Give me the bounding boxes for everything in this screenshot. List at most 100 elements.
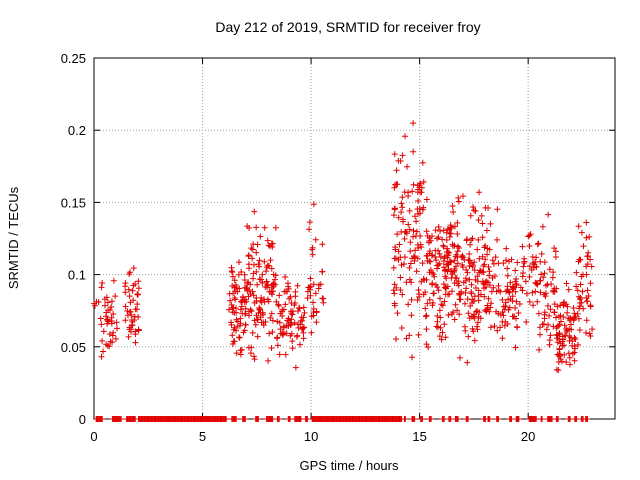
data-point xyxy=(232,296,239,303)
data-point xyxy=(419,206,426,213)
data-point xyxy=(428,252,435,259)
data-point xyxy=(446,291,453,298)
data-point xyxy=(315,285,322,292)
data-point xyxy=(494,206,501,213)
data-point xyxy=(274,318,281,325)
data-point xyxy=(464,359,471,366)
data-point xyxy=(539,223,546,230)
data-point xyxy=(476,189,483,196)
data-point xyxy=(571,343,578,350)
data-point xyxy=(257,276,264,283)
data-point xyxy=(417,241,424,248)
data-point xyxy=(401,133,408,140)
data-point xyxy=(529,253,536,260)
data-point xyxy=(432,227,439,234)
data-point xyxy=(274,334,281,341)
data-point xyxy=(264,282,271,289)
zero-data-point xyxy=(428,416,435,422)
data-point xyxy=(468,281,475,288)
data-point xyxy=(126,293,133,300)
data-point xyxy=(260,319,267,326)
data-point xyxy=(563,359,570,366)
data-point xyxy=(560,313,567,320)
data-point xyxy=(310,201,317,208)
data-point xyxy=(310,281,317,288)
data-point xyxy=(530,259,537,266)
data-point xyxy=(257,233,264,240)
data-point xyxy=(443,237,450,244)
y-tick-label: 0.25 xyxy=(61,51,86,66)
data-point xyxy=(566,361,573,368)
data-point xyxy=(231,277,238,284)
data-point xyxy=(467,212,474,219)
data-point xyxy=(513,282,520,289)
data-point xyxy=(419,260,426,267)
data-point xyxy=(294,332,301,339)
data-point xyxy=(455,245,462,252)
data-point xyxy=(281,288,288,295)
data-point xyxy=(252,321,259,328)
data-point xyxy=(427,258,434,265)
data-point xyxy=(560,299,567,306)
data-point xyxy=(570,304,577,311)
data-point xyxy=(579,288,586,295)
data-point xyxy=(438,301,445,308)
data-point xyxy=(468,313,475,320)
zero-data-point xyxy=(486,416,493,422)
data-point xyxy=(283,322,290,329)
data-point xyxy=(440,258,447,265)
data-point xyxy=(251,317,258,324)
data-point xyxy=(462,289,469,296)
data-point xyxy=(399,216,406,223)
data-point xyxy=(266,330,273,337)
zero-data-point xyxy=(223,416,230,422)
data-point xyxy=(229,269,236,276)
data-point xyxy=(426,257,433,264)
data-point xyxy=(490,284,497,291)
data-point xyxy=(276,319,283,326)
data-point xyxy=(516,301,523,308)
data-point xyxy=(280,330,287,337)
data-point xyxy=(583,329,590,336)
data-point xyxy=(525,233,532,240)
data-point xyxy=(487,220,494,227)
data-point xyxy=(100,328,107,335)
data-point xyxy=(135,326,142,333)
data-point xyxy=(470,204,477,211)
data-point xyxy=(254,333,261,340)
data-point xyxy=(468,260,475,267)
data-point xyxy=(410,148,417,155)
data-point xyxy=(319,241,326,248)
data-point xyxy=(399,194,406,201)
data-point xyxy=(537,289,544,296)
data-point xyxy=(100,348,107,355)
data-point xyxy=(247,306,254,313)
data-point xyxy=(99,279,106,286)
data-point xyxy=(459,252,466,259)
data-point xyxy=(574,287,581,294)
data-point xyxy=(390,264,397,271)
data-point xyxy=(447,230,454,237)
data-point xyxy=(258,294,265,301)
data-point xyxy=(459,193,466,200)
data-point xyxy=(454,307,461,314)
data-point xyxy=(551,309,558,316)
x-tick-label: 0 xyxy=(90,429,97,444)
data-point xyxy=(444,283,451,290)
data-point xyxy=(406,332,413,339)
data-point xyxy=(550,269,557,276)
data-point xyxy=(471,207,478,214)
data-point xyxy=(553,314,560,321)
data-point xyxy=(441,253,448,260)
data-point xyxy=(423,228,430,235)
data-point xyxy=(577,256,584,263)
data-point xyxy=(466,257,473,264)
data-point xyxy=(471,259,478,266)
data-point xyxy=(425,344,432,351)
data-point xyxy=(306,219,313,226)
data-point xyxy=(415,197,422,204)
data-point xyxy=(526,232,533,239)
data-point xyxy=(453,251,460,258)
data-point xyxy=(474,326,481,333)
